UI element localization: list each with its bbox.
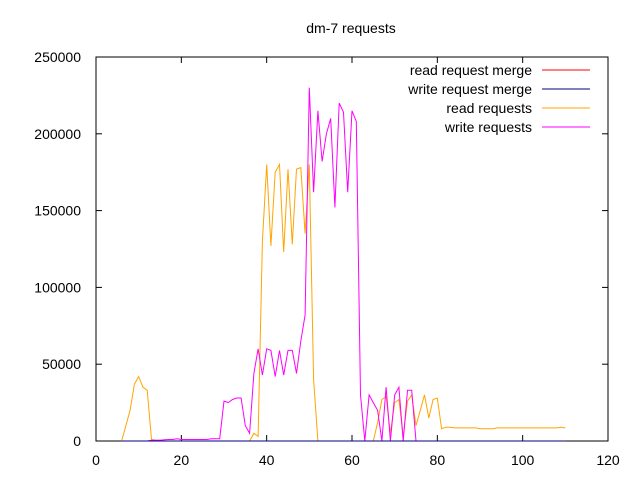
legend-label-read-requests: read requests bbox=[446, 100, 532, 116]
legend-label-write-requests: write requests bbox=[444, 119, 532, 135]
x-tick-label: 20 bbox=[174, 452, 190, 468]
y-tick-label: 250000 bbox=[34, 49, 81, 65]
x-tick-label: 60 bbox=[344, 452, 360, 468]
legend-label-write-request-merge: write request merge bbox=[407, 81, 532, 97]
x-tick-label: 100 bbox=[511, 452, 535, 468]
legend-label-read-request-merge: read request merge bbox=[410, 62, 532, 78]
series-line-read-requests bbox=[121, 162, 566, 442]
x-tick-label: 40 bbox=[259, 452, 275, 468]
series-lines bbox=[121, 87, 566, 442]
chart-title: dm-7 requests bbox=[306, 20, 395, 36]
y-tick-label: 100000 bbox=[34, 279, 81, 295]
legend: read request merge write request merge rea… bbox=[407, 62, 590, 135]
x-tick-label: 0 bbox=[92, 452, 100, 468]
y-tick-label: 50000 bbox=[42, 356, 81, 372]
y-tick-label: 200000 bbox=[34, 126, 81, 142]
x-tick-label: 120 bbox=[596, 452, 620, 468]
x-tick-label: 80 bbox=[430, 452, 446, 468]
axes: 0 20 40 60 80 100 120 0 50000 100000 150000 200000 2… bbox=[34, 49, 620, 468]
series-line-write-requests bbox=[121, 87, 434, 442]
y-tick-label: 150000 bbox=[34, 203, 81, 219]
y-tick-label: 0 bbox=[73, 433, 81, 449]
